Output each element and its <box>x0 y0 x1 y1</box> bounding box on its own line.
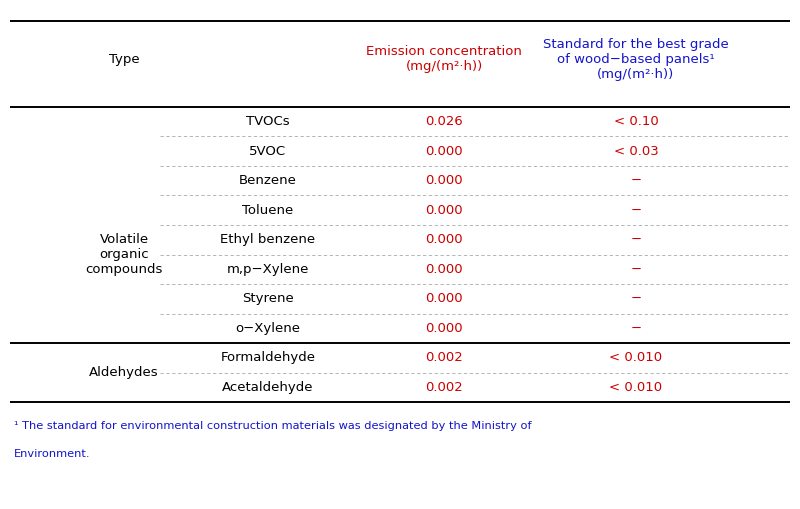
Text: Ethyl benzene: Ethyl benzene <box>221 233 315 246</box>
Text: 0.000: 0.000 <box>425 263 463 276</box>
Text: < 0.010: < 0.010 <box>610 381 662 394</box>
Text: 0.000: 0.000 <box>425 174 463 187</box>
Text: o−Xylene: o−Xylene <box>235 322 301 335</box>
Text: Standard for the best grade
of wood−based panels¹
(mg/(m²·h)): Standard for the best grade of wood−base… <box>543 38 729 80</box>
Text: 0.000: 0.000 <box>425 204 463 217</box>
Text: TVOCs: TVOCs <box>246 115 290 128</box>
Text: 0.000: 0.000 <box>425 233 463 246</box>
Text: Acetaldehyde: Acetaldehyde <box>222 381 314 394</box>
Text: m,p−Xylene: m,p−Xylene <box>227 263 309 276</box>
Text: Aldehydes: Aldehydes <box>89 366 159 379</box>
Text: 0.002: 0.002 <box>425 381 463 394</box>
Text: < 0.03: < 0.03 <box>614 145 658 158</box>
Text: 0.002: 0.002 <box>425 351 463 364</box>
Text: −: − <box>630 204 642 217</box>
Text: Environment.: Environment. <box>14 449 90 460</box>
Text: ¹ The standard for environmental construction materials was designated by the Mi: ¹ The standard for environmental constru… <box>14 421 531 432</box>
Text: 5VOC: 5VOC <box>250 145 286 158</box>
Text: 0.026: 0.026 <box>425 115 463 128</box>
Text: Volatile
organic
compounds: Volatile organic compounds <box>86 233 162 276</box>
Text: < 0.10: < 0.10 <box>614 115 658 128</box>
Text: 0.000: 0.000 <box>425 292 463 305</box>
Text: Formaldehyde: Formaldehyde <box>221 351 315 364</box>
Text: Emission concentration
(mg/(m²·h)): Emission concentration (mg/(m²·h)) <box>366 45 522 73</box>
Text: Benzene: Benzene <box>239 174 297 187</box>
Text: Toluene: Toluene <box>242 204 294 217</box>
Text: Styrene: Styrene <box>242 292 294 305</box>
Text: −: − <box>630 233 642 246</box>
Text: 0.000: 0.000 <box>425 145 463 158</box>
Text: Type: Type <box>109 52 139 66</box>
Text: −: − <box>630 322 642 335</box>
Text: −: − <box>630 263 642 276</box>
Text: < 0.010: < 0.010 <box>610 351 662 364</box>
Text: −: − <box>630 174 642 187</box>
Text: −: − <box>630 292 642 305</box>
Text: 0.000: 0.000 <box>425 322 463 335</box>
